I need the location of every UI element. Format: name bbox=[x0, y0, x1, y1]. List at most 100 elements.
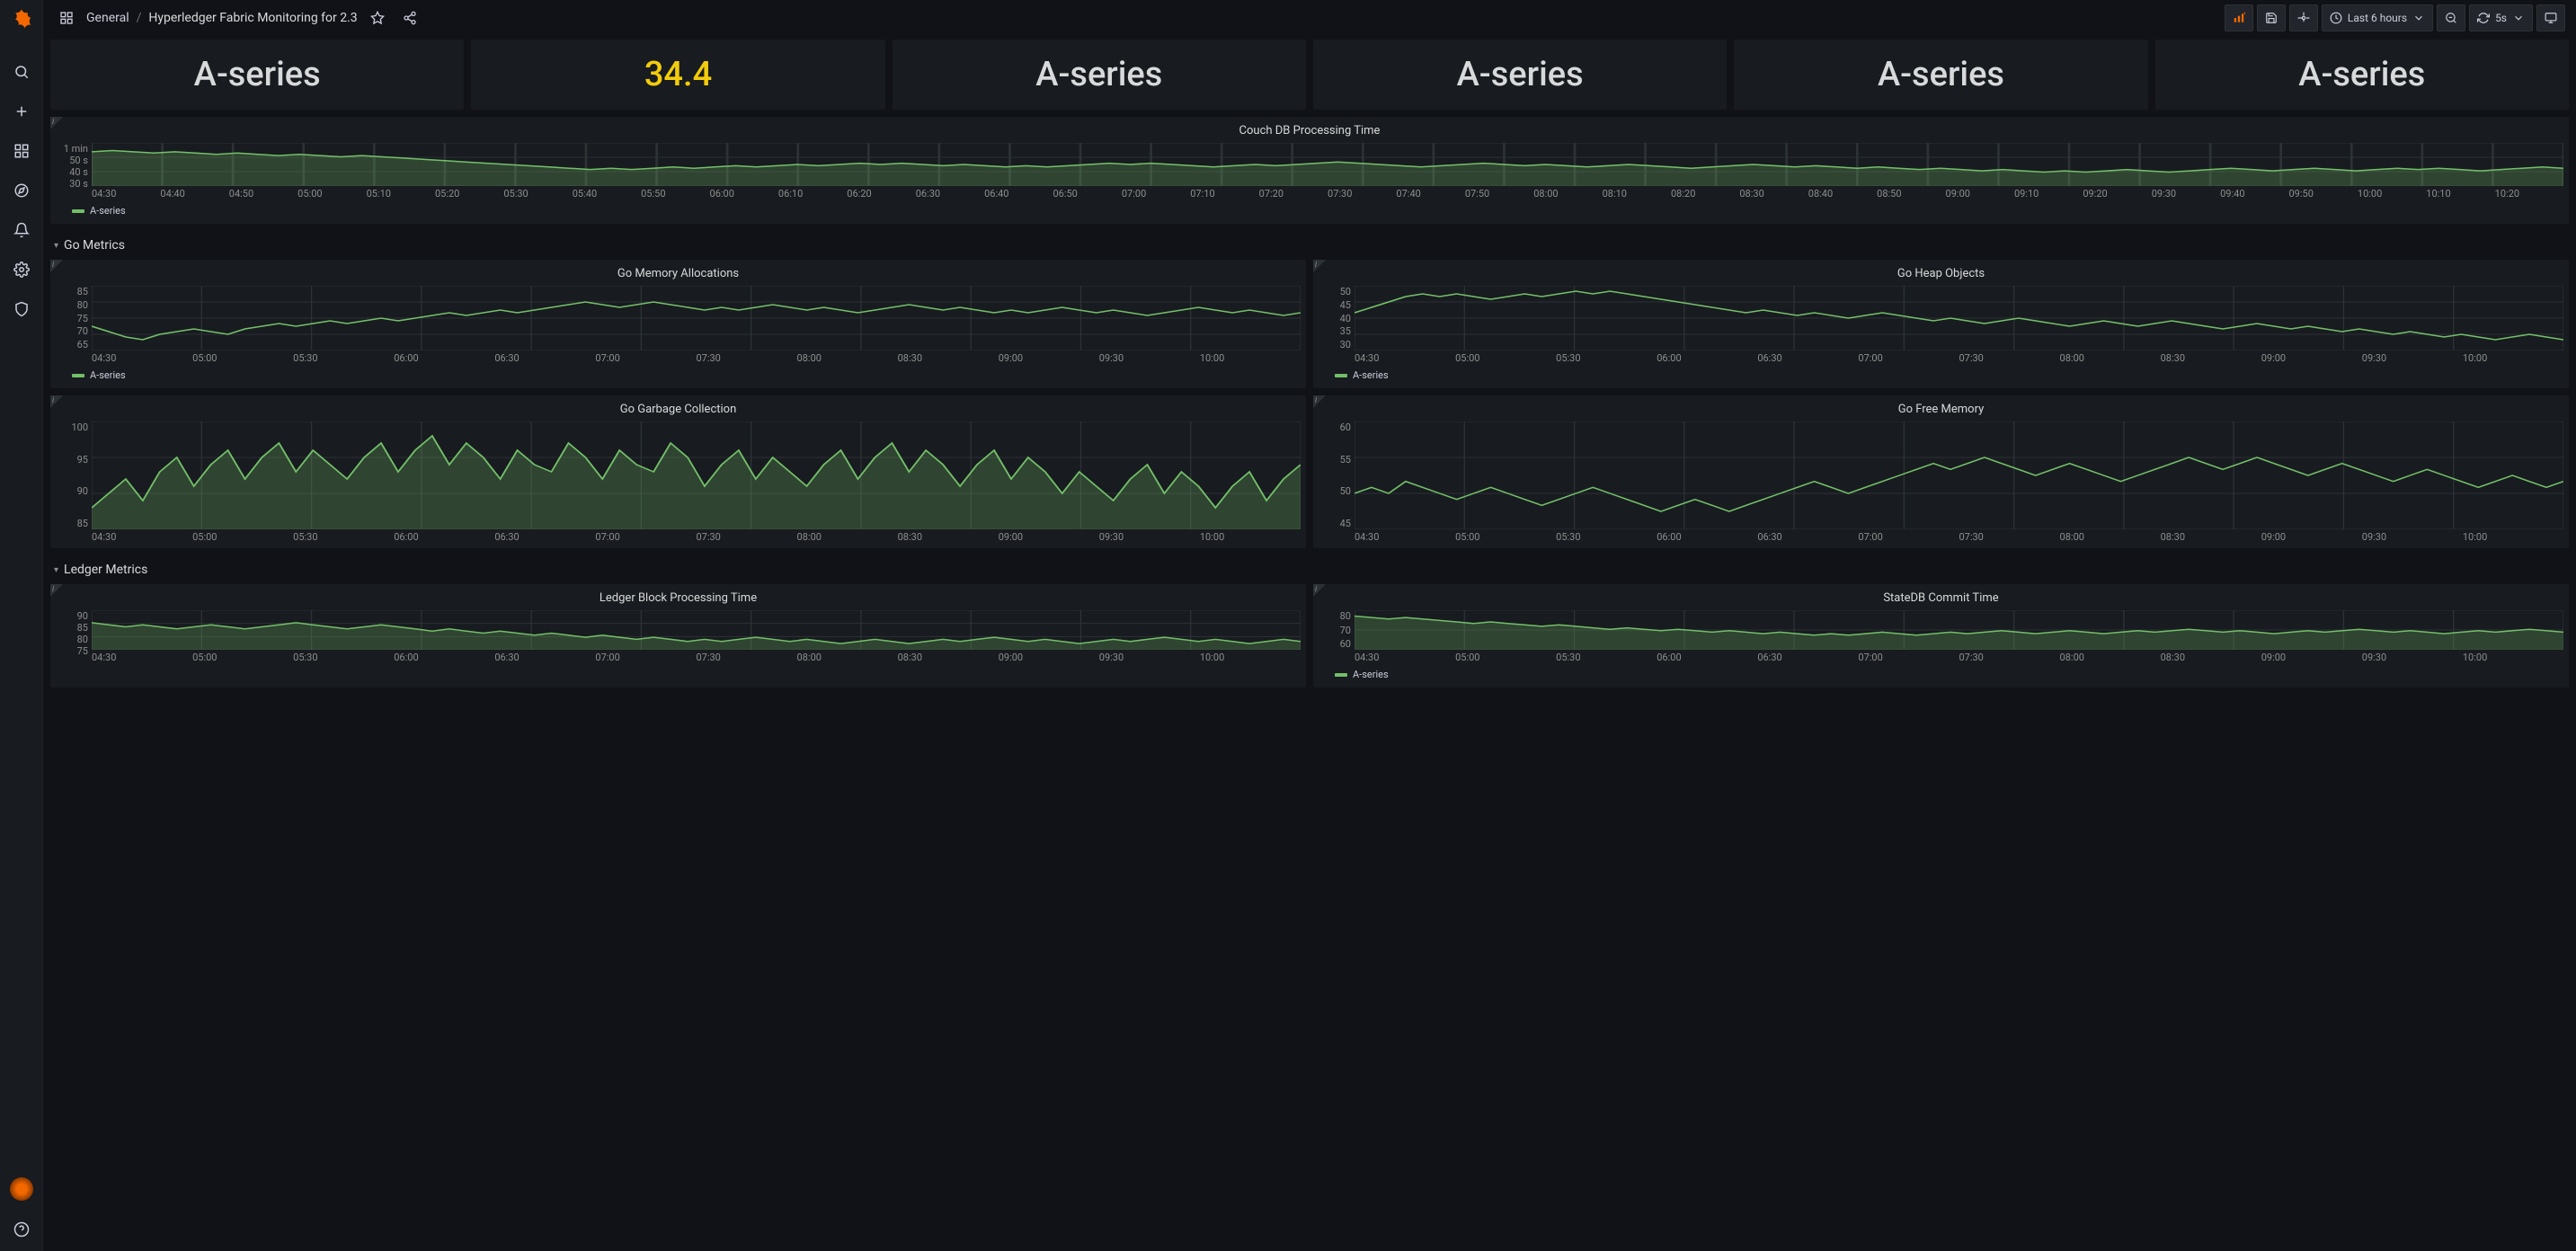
chart-area[interactable] bbox=[92, 286, 1301, 350]
view-mode-button[interactable] bbox=[2536, 4, 2565, 31]
y-axis: 807060 bbox=[1319, 610, 1355, 650]
refresh-button[interactable]: 5s bbox=[2469, 4, 2533, 31]
y-axis: 1 min50 s40 s30 s bbox=[56, 143, 92, 186]
stat-panel[interactable]: A-series bbox=[2155, 40, 2569, 110]
explore-icon[interactable] bbox=[4, 173, 40, 208]
stat-value: A-series bbox=[1035, 55, 1162, 94]
x-tick: 06:50 bbox=[1053, 188, 1121, 200]
y-tick: 65 bbox=[77, 339, 88, 350]
search-icon[interactable] bbox=[4, 54, 40, 90]
user-avatar[interactable] bbox=[10, 1177, 33, 1201]
y-tick: 55 bbox=[1340, 454, 1351, 466]
x-tick: 09:30 bbox=[1099, 531, 1200, 543]
y-tick: 80 bbox=[1340, 610, 1351, 622]
grafana-logo[interactable] bbox=[9, 7, 34, 32]
legend-label[interactable]: A-series bbox=[90, 205, 126, 217]
breadcrumb-folder[interactable]: General bbox=[86, 11, 129, 25]
panel-info-icon[interactable] bbox=[1313, 395, 1326, 408]
panel-info-icon[interactable] bbox=[1313, 260, 1326, 272]
panel-ledger-block[interactable]: Ledger Block Processing Time 90858075 04… bbox=[50, 584, 1306, 688]
x-tick: 06:30 bbox=[494, 652, 595, 663]
chart-area[interactable] bbox=[1355, 286, 2563, 350]
dashboards-icon[interactable] bbox=[4, 133, 40, 169]
x-axis: 04:3005:0005:3006:0006:3007:0007:3008:00… bbox=[1319, 529, 2563, 543]
x-tick: 07:50 bbox=[1465, 188, 1533, 200]
breadcrumb: General / Hyperledger Fabric Monitoring … bbox=[86, 11, 358, 25]
x-tick: 06:00 bbox=[394, 531, 494, 543]
refresh-interval-label: 5s bbox=[2495, 12, 2507, 24]
stat-panel[interactable]: A-series bbox=[50, 40, 464, 110]
share-icon[interactable] bbox=[397, 5, 422, 31]
y-axis: 8580757065 bbox=[56, 286, 92, 350]
chart-area[interactable] bbox=[1355, 610, 2563, 650]
x-tick: 07:00 bbox=[595, 652, 696, 663]
panel-info-icon[interactable] bbox=[50, 395, 63, 408]
x-axis: 04:3005:0005:3006:0006:3007:0007:3008:00… bbox=[1319, 650, 2563, 663]
panel-statedb[interactable]: StateDB Commit Time 807060 04:3005:0005:… bbox=[1313, 584, 2569, 688]
legend-label[interactable]: A-series bbox=[90, 369, 126, 381]
row-header-go[interactable]: ▾ Go Metrics bbox=[50, 231, 2569, 260]
x-tick: 08:30 bbox=[898, 652, 999, 663]
x-tick: 04:30 bbox=[1355, 652, 1455, 663]
alerting-icon[interactable] bbox=[4, 212, 40, 248]
y-tick: 70 bbox=[1340, 625, 1351, 636]
panel-go-free-mem[interactable]: Go Free Memory 60555045 04:3005:0005:300… bbox=[1313, 395, 2569, 548]
x-tick: 06:10 bbox=[778, 188, 847, 200]
y-axis: 5045403530 bbox=[1319, 286, 1355, 350]
x-tick: 06:30 bbox=[1757, 531, 1858, 543]
stat-panel[interactable]: A-series bbox=[1734, 40, 2147, 110]
legend: A-series bbox=[1319, 364, 2563, 383]
plus-icon[interactable] bbox=[4, 93, 40, 129]
x-tick: 06:00 bbox=[710, 188, 778, 200]
legend-label[interactable]: A-series bbox=[1353, 669, 1389, 680]
x-tick: 06:00 bbox=[394, 652, 494, 663]
chart-area[interactable] bbox=[92, 143, 2563, 186]
server-admin-icon[interactable] bbox=[4, 291, 40, 327]
panel-go-heap[interactable]: Go Heap Objects 5045403530 04:3005:0005:… bbox=[1313, 260, 2569, 388]
stat-panel[interactable]: 34.4 bbox=[471, 40, 884, 110]
stat-panel[interactable]: A-series bbox=[1313, 40, 1727, 110]
save-button[interactable] bbox=[2257, 4, 2286, 31]
y-axis: 100959085 bbox=[56, 421, 92, 529]
stat-panel[interactable]: A-series bbox=[893, 40, 1306, 110]
settings-button[interactable] bbox=[2289, 4, 2318, 31]
panel-go-gc[interactable]: Go Garbage Collection 100959085 04:3005:… bbox=[50, 395, 1306, 548]
panel-couchdb[interactable]: Couch DB Processing Time 1 min50 s40 s30… bbox=[50, 117, 2569, 224]
panel-info-icon[interactable] bbox=[50, 584, 63, 597]
chart-area[interactable] bbox=[92, 610, 1301, 650]
dashboards-grid-icon[interactable] bbox=[54, 5, 79, 31]
add-panel-button[interactable]: + bbox=[2225, 4, 2253, 31]
row-header-ledger[interactable]: ▾ Ledger Metrics bbox=[50, 555, 2569, 584]
x-tick: 09:00 bbox=[2261, 352, 2362, 364]
panel-info-icon[interactable] bbox=[50, 117, 63, 129]
x-tick: 05:00 bbox=[1455, 652, 1556, 663]
star-icon[interactable] bbox=[365, 5, 390, 31]
help-icon[interactable] bbox=[4, 1211, 40, 1247]
configuration-icon[interactable] bbox=[4, 252, 40, 288]
x-tick: 07:00 bbox=[1858, 531, 1959, 543]
x-tick: 10:00 bbox=[2463, 531, 2563, 543]
x-tick: 09:30 bbox=[2362, 352, 2463, 364]
time-range-button[interactable]: Last 6 hours bbox=[2322, 4, 2433, 31]
sidebar bbox=[0, 0, 43, 1251]
chart-area[interactable] bbox=[92, 421, 1301, 529]
x-tick: 07:30 bbox=[1328, 188, 1396, 200]
chart-area[interactable] bbox=[1355, 421, 2563, 529]
breadcrumb-title[interactable]: Hyperledger Fabric Monitoring for 2.3 bbox=[148, 11, 357, 25]
x-tick: 04:30 bbox=[92, 531, 192, 543]
panel-info-icon[interactable] bbox=[1313, 584, 1326, 597]
legend-label[interactable]: A-series bbox=[1353, 369, 1389, 381]
x-tick: 10:00 bbox=[2358, 188, 2426, 200]
x-tick: 07:00 bbox=[1122, 188, 1190, 200]
row-title: Ledger Metrics bbox=[64, 563, 147, 577]
zoom-out-button[interactable] bbox=[2437, 4, 2465, 31]
x-tick: 09:00 bbox=[2261, 652, 2362, 663]
y-tick: 35 bbox=[1340, 325, 1351, 337]
y-tick: 80 bbox=[77, 299, 88, 311]
y-tick: 45 bbox=[1340, 299, 1351, 311]
panel-info-icon[interactable] bbox=[50, 260, 63, 272]
x-tick: 08:10 bbox=[1603, 188, 1671, 200]
panel-go-mem-alloc[interactable]: Go Memory Allocations 8580757065 04:3005… bbox=[50, 260, 1306, 388]
chevron-down-icon: ▾ bbox=[54, 241, 58, 251]
x-tick: 04:30 bbox=[92, 352, 192, 364]
